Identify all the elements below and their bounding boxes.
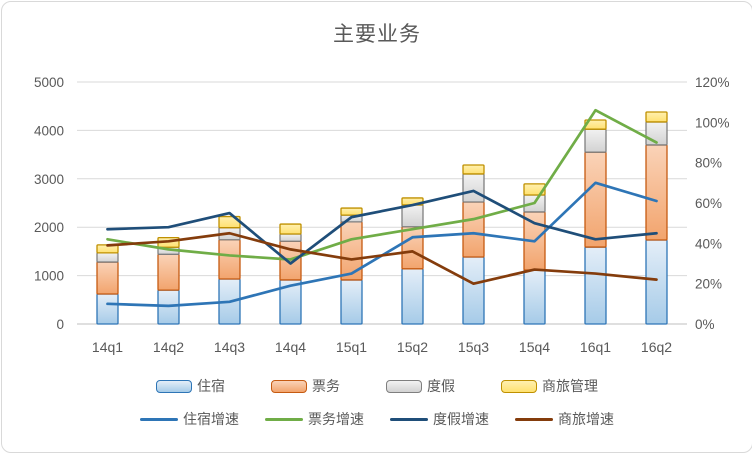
line-住宿增速 [106, 181, 658, 308]
left-axis-tick: 0 [56, 317, 64, 332]
legend-label: 商旅增速 [558, 411, 614, 427]
legend-swatch-line [515, 417, 553, 421]
legend-line-series: 住宿增速 票务增速 度假增速 商旅增速 [2, 409, 752, 429]
bar-segment-商旅管理 [340, 207, 363, 216]
legend-item-票务增速: 票务增速 [265, 409, 364, 429]
legend-item-票务: 票务 [271, 376, 340, 396]
x-axis-label: 15q3 [458, 339, 489, 355]
chart-title: 主要业务 [333, 23, 421, 46]
bar-segment-票务 [645, 144, 668, 241]
legend-label: 住宿 [197, 378, 225, 394]
right-axis-tick: 20% [695, 277, 722, 292]
right-axis-tick: 100% [695, 115, 730, 130]
bar-segment-度假 [401, 204, 424, 228]
chart-plot-area: 0 1000 2000 3000 4000 5000 0% 20% 40% 60% 80% 100% 1… [34, 75, 730, 355]
legend-item-住宿: 住宿 [156, 376, 225, 396]
bar-segment-票务 [157, 253, 180, 291]
x-axis-label: 16q1 [580, 339, 611, 355]
bar-segment-住宿 [584, 246, 607, 325]
bar-segment-票务 [96, 261, 119, 295]
legend-swatch-line [390, 417, 428, 421]
legend-item-度假: 度假 [386, 376, 455, 396]
bar-segment-住宿 [462, 256, 485, 325]
legend-label: 商旅管理 [542, 378, 598, 394]
line-票务增速 [106, 108, 658, 261]
right-axis-tick: 60% [695, 196, 722, 211]
x-axis-label: 15q1 [336, 339, 367, 355]
legend-label: 票务 [312, 378, 340, 394]
bar-segment-商旅管理 [462, 164, 485, 175]
line-商旅增速 [106, 231, 658, 286]
bar-segment-度假 [584, 128, 607, 153]
x-axis-label: 16q2 [641, 339, 672, 355]
x-axis-label: 15q4 [519, 339, 550, 355]
bar-segment-度假 [279, 233, 302, 242]
bar-segment-票务 [584, 151, 607, 248]
legend-swatch-line [140, 417, 178, 421]
legend-label: 票务增速 [308, 411, 364, 427]
bar-segment-住宿 [340, 279, 363, 325]
legend-swatch-line [265, 417, 303, 421]
legend-label: 度假 [427, 378, 455, 394]
bar-segment-票务 [462, 201, 485, 258]
left-axis-tick: 5000 [34, 75, 64, 90]
right-axis-tick: 120% [695, 75, 730, 90]
bar-segment-票务 [401, 226, 424, 270]
bar-segment-票务 [340, 221, 363, 281]
left-axis-tick: 2000 [34, 220, 64, 235]
bar-segment-票务 [218, 239, 241, 280]
legend-swatch-bar [386, 379, 422, 393]
legend-item-商旅管理: 商旅管理 [501, 376, 598, 396]
bar-segment-度假 [96, 252, 119, 263]
bar-segment-住宿 [523, 269, 546, 325]
right-axis-tick: 80% [695, 156, 722, 171]
left-axis-tick: 1000 [34, 269, 64, 284]
x-axis-label: 14q1 [92, 339, 123, 355]
left-axis-tick: 3000 [34, 172, 64, 187]
x-axis-label: 14q2 [153, 339, 184, 355]
legend-item-度假增速: 度假增速 [390, 409, 489, 429]
legend-label: 度假增速 [433, 411, 489, 427]
legend-swatch-bar [156, 379, 192, 393]
right-axis-tick: 40% [695, 236, 722, 251]
bar-segment-住宿 [401, 268, 424, 325]
bar-segment-住宿 [645, 239, 668, 325]
legend-item-商旅增速: 商旅增速 [515, 409, 614, 429]
right-axis-tick: 0% [695, 317, 715, 332]
bar-segment-住宿 [96, 293, 119, 325]
legend-swatch-bar [271, 379, 307, 393]
left-axis-tick: 4000 [34, 123, 64, 138]
x-axis-label: 14q3 [214, 339, 245, 355]
legend-swatch-bar [501, 379, 537, 393]
line-度假增速 [106, 189, 658, 265]
legend-bar-series: 住宿 票务 度假 商旅管理 [2, 376, 752, 396]
bar-segment-度假 [462, 173, 485, 203]
legend-label: 住宿增速 [183, 411, 239, 427]
bar-segment-商旅管理 [279, 223, 302, 235]
x-axis-label: 15q2 [397, 339, 428, 355]
x-axis-label: 14q4 [275, 339, 306, 355]
bar-segment-商旅管理 [645, 111, 668, 123]
legend-item-住宿增速: 住宿增速 [140, 409, 239, 429]
